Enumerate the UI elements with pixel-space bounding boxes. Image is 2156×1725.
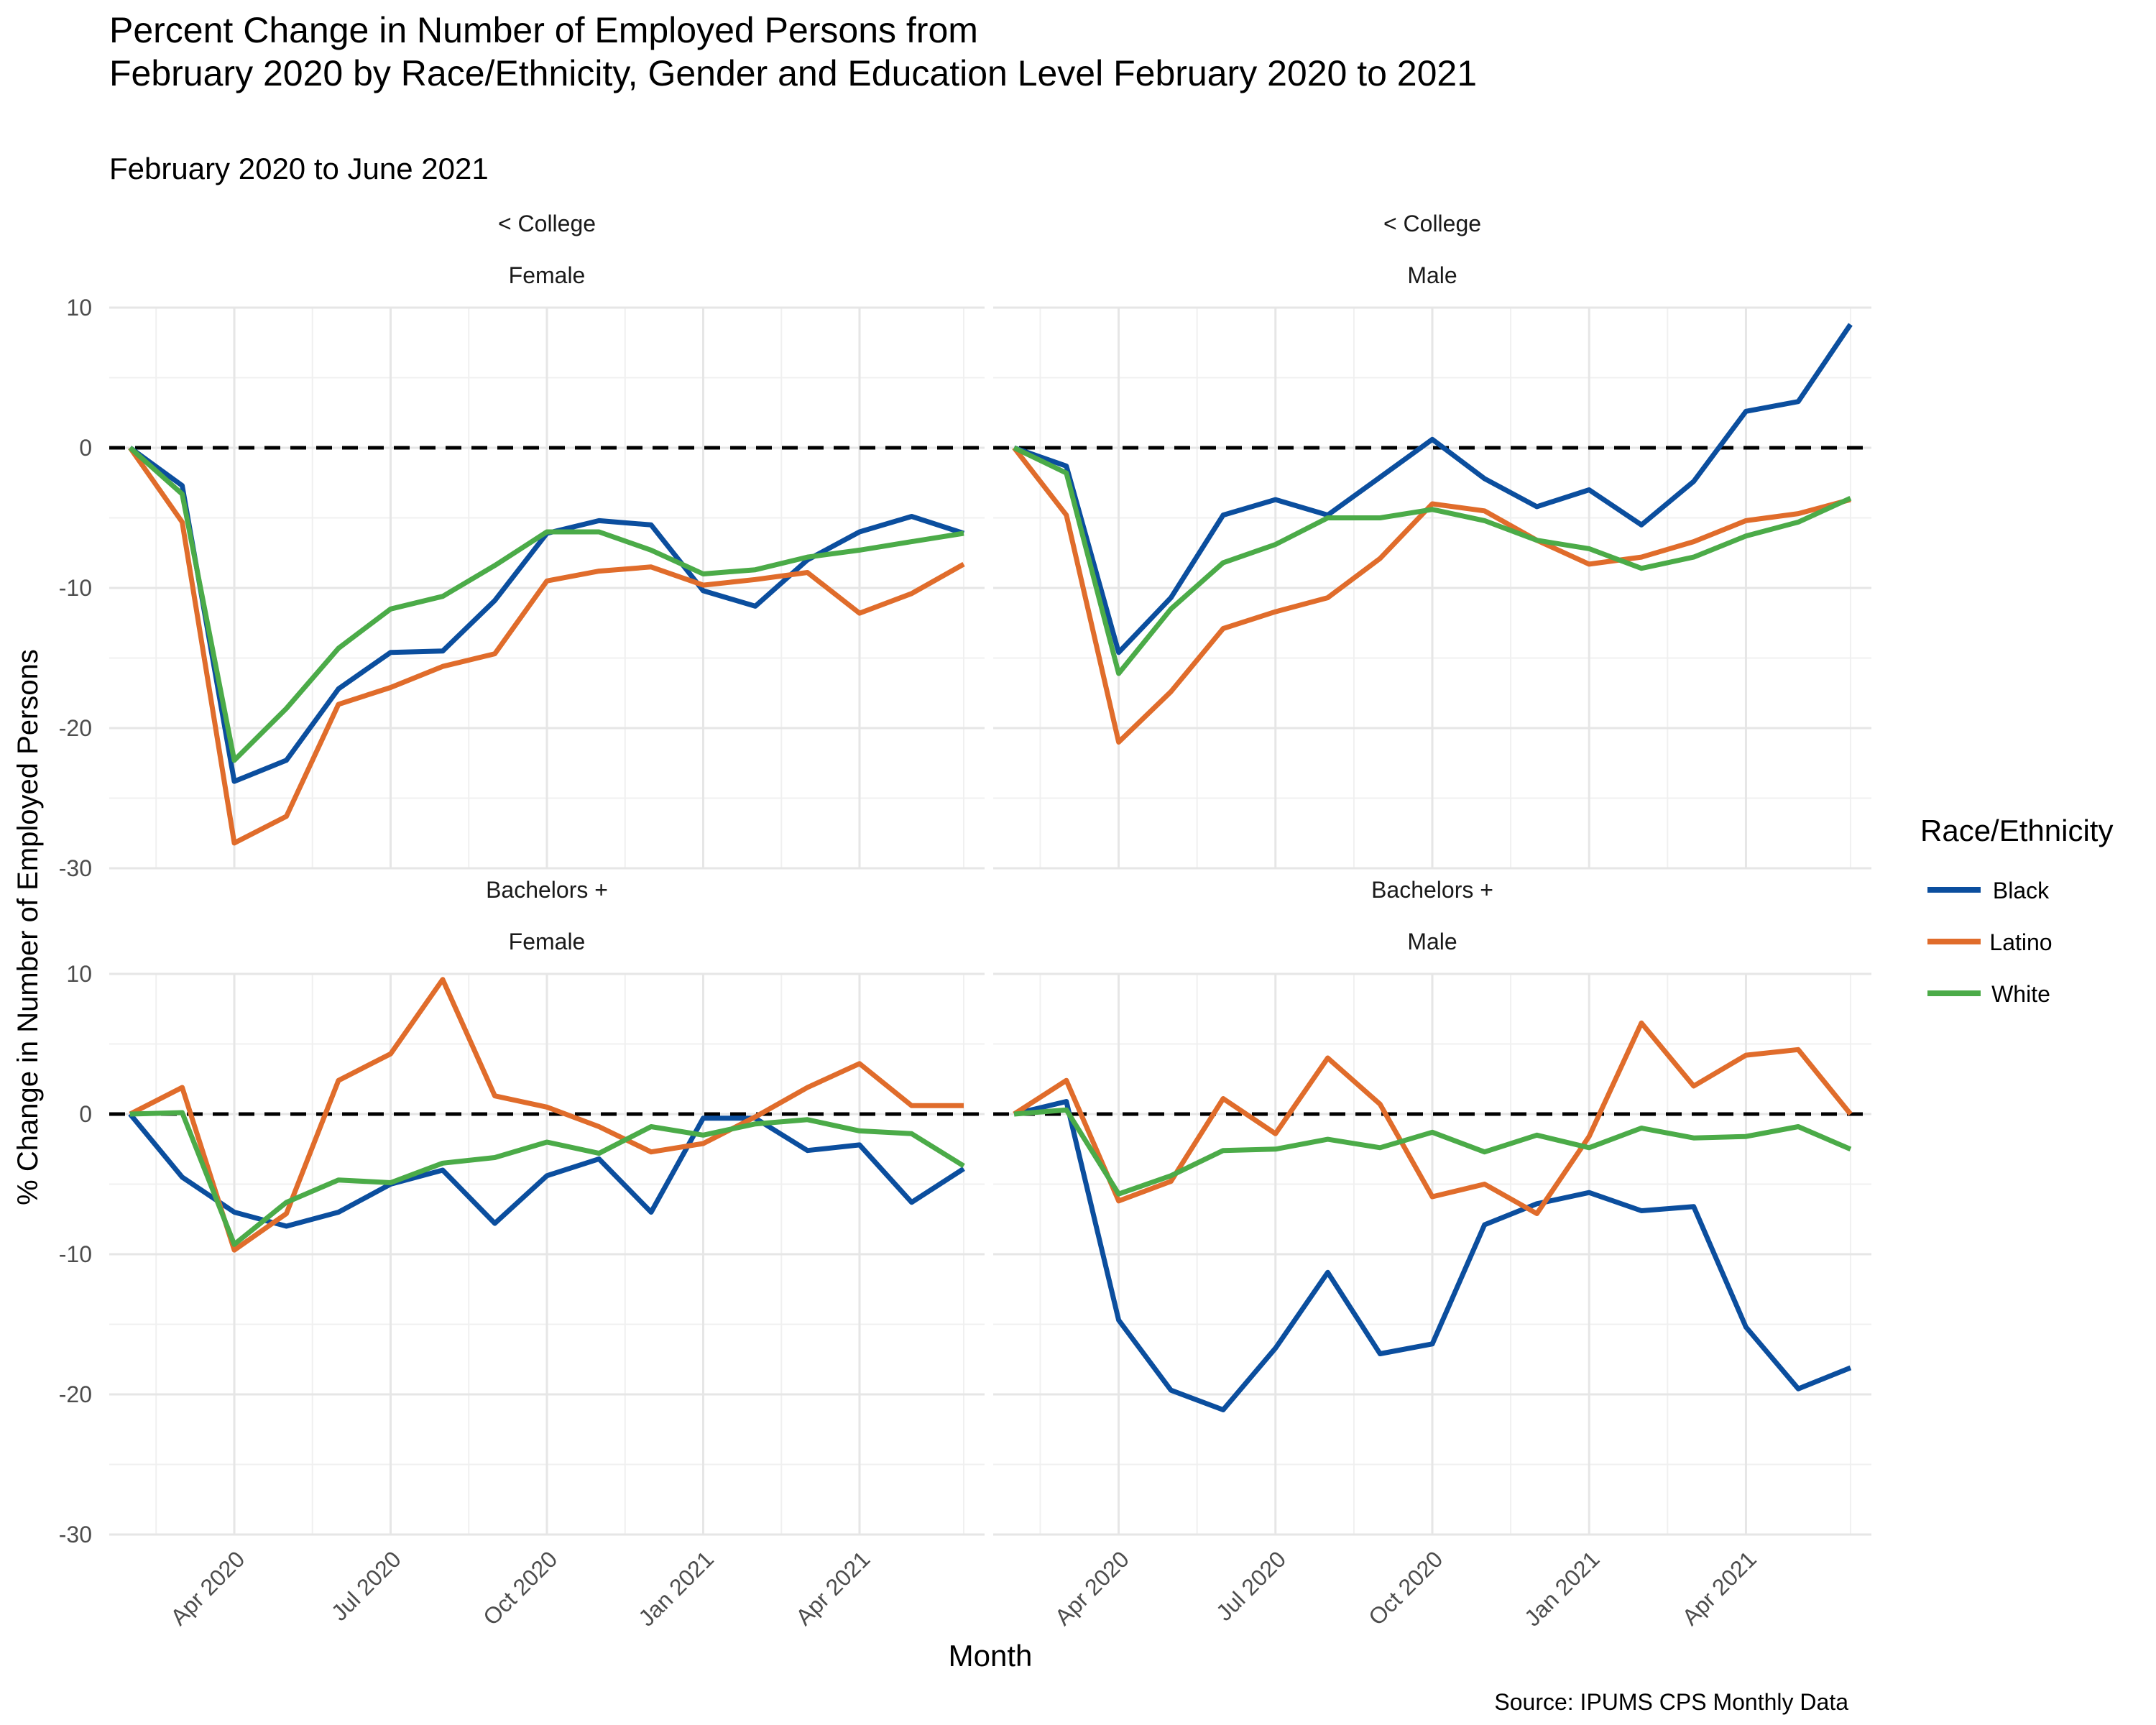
x-tick-label: Oct 2020 [1363, 1546, 1447, 1630]
y-tick-label: 0 [79, 435, 92, 461]
facet-strip-label: Female [509, 262, 586, 288]
y-axis-label: % Change in Number of Employed Persons [12, 649, 44, 1205]
facet-strip-label: Bachelors + [1371, 877, 1493, 903]
y-tick-label: 10 [66, 295, 92, 321]
series-line-latino [1012, 446, 1851, 745]
chart-title-line-2: February 2020 by Race/Ethnicity, Gender … [109, 53, 1478, 93]
facet-strip-label: Bachelors + [486, 877, 608, 903]
series-line-black [128, 1112, 965, 1229]
x-tick-label: Apr 2021 [791, 1546, 875, 1630]
x-tick-label: Jul 2020 [1211, 1546, 1291, 1626]
legend-label-black: Black [1993, 878, 2050, 903]
facet-strip-label: Female [509, 929, 586, 954]
series-line-latino [128, 446, 965, 846]
x-tick-label: Apr 2020 [1050, 1546, 1134, 1630]
legend-label-latino: Latino [1989, 929, 2052, 955]
y-tick-label: 10 [66, 961, 92, 987]
panel-2: < College Male [993, 211, 1871, 870]
facet-strip-label: < College [498, 211, 596, 236]
y-tick-label: -10 [59, 1241, 92, 1267]
legend-label-white: White [1991, 981, 2050, 1007]
x-tick-label: Jan 2021 [1519, 1546, 1605, 1632]
series-line-white [1013, 445, 1852, 676]
y-tick-label: -30 [59, 1522, 92, 1547]
y-tick-label: -20 [59, 1381, 92, 1407]
y-tick-label: 0 [79, 1101, 92, 1127]
x-tick-label: Apr 2021 [1677, 1546, 1761, 1630]
facet-strip-label: Male [1407, 929, 1457, 954]
facet-strip-label: < College [1383, 211, 1481, 236]
y-tick-label: -20 [59, 715, 92, 741]
x-axis-label: Month [949, 1639, 1033, 1673]
chart-panels: < College Female 10 0 -10 -20 -30 < College Male… [59, 211, 1871, 1631]
series-line-white [1013, 1107, 1852, 1197]
panel-1: < College Female 10 0 -10 -20 -30 [59, 211, 985, 881]
y-tick-label: -10 [59, 575, 92, 601]
chart-title-line-1: Percent Change in Number of Employed Per… [109, 10, 978, 50]
series-line-white [129, 1110, 965, 1247]
legend: Race/Ethnicity Black Latino White [1920, 814, 2113, 1007]
series-line-black [1013, 1099, 1852, 1412]
legend-title: Race/Ethnicity [1920, 814, 2113, 847]
x-tick-label: Jul 2020 [326, 1546, 406, 1626]
facet-strip-label: Male [1407, 262, 1457, 288]
x-tick-label: Apr 2020 [165, 1546, 249, 1630]
chart-subtitle: February 2020 to June 2021 [109, 152, 489, 185]
series-line-white [128, 446, 964, 763]
series-line-latino [129, 977, 964, 1253]
x-tick-label: Oct 2020 [478, 1546, 562, 1630]
source-caption: Source: IPUMS CPS Monthly Data [1494, 1689, 1848, 1715]
y-tick-label: -30 [59, 855, 92, 881]
x-tick-label: Jan 2021 [633, 1546, 719, 1632]
panel-3: Bachelors + Female 10 0 -10 -20 -30 Apr 2020 Jul… [59, 877, 985, 1631]
panel-4: Bachelors + Male Apr 2020 Jul 2020 Oct 2020 J… [993, 877, 1871, 1631]
series-line-latino [1013, 1020, 1853, 1216]
series-line-black [1013, 323, 1853, 656]
